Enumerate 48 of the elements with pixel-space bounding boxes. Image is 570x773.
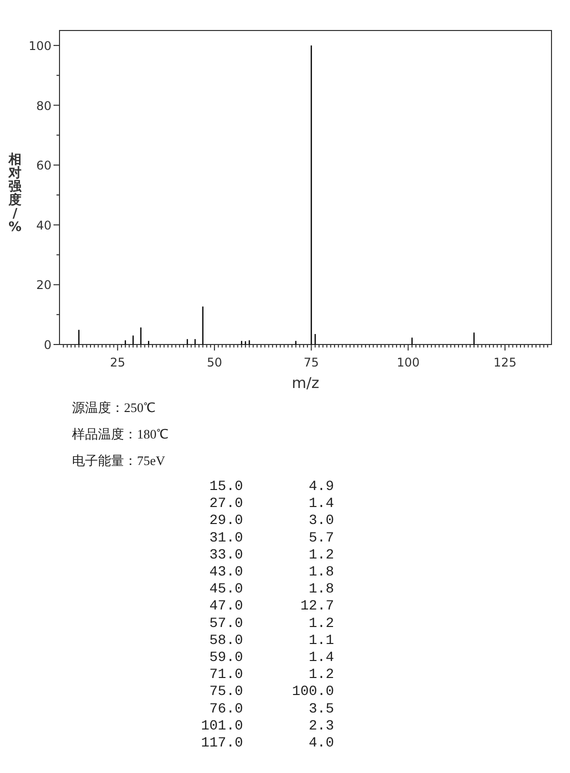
table-intensity: 1.4: [308, 650, 334, 666]
y-tick-label: 80: [36, 98, 52, 113]
table-intensity: 1.8: [308, 582, 334, 598]
annotation: 电子能量：75eV: [72, 453, 166, 468]
table-intensity: 4.0: [308, 736, 334, 752]
table-mz: 33.0: [209, 547, 243, 564]
x-tick-label: 125: [494, 356, 516, 370]
table-mz: 101.0: [200, 718, 243, 734]
table-intensity: 2.3: [308, 718, 334, 734]
table-mz: 57.0: [209, 616, 243, 632]
table-mz: 29.0: [209, 513, 243, 530]
table-mz: 117.0: [200, 736, 243, 752]
table-intensity: 3.5: [308, 701, 334, 718]
table-mz: 47.0: [209, 598, 243, 615]
table-mz: 27.0: [209, 496, 243, 512]
x-tick-label: 25: [110, 356, 126, 370]
table-intensity: 100.0: [292, 684, 334, 700]
table-intensity: 4.9: [308, 479, 334, 495]
xlabel: m/z: [292, 374, 320, 392]
table-mz: 15.0: [209, 479, 243, 495]
table-intensity: 3.0: [308, 513, 334, 530]
y-tick-label: 40: [36, 218, 52, 232]
table-mz: 75.0: [209, 684, 243, 700]
y-tick-label: 0: [44, 338, 52, 352]
table-intensity: 1.2: [308, 547, 334, 564]
table-mz: 71.0: [209, 667, 243, 684]
y-tick-label: 60: [36, 158, 52, 173]
table-mz: 31.0: [209, 530, 243, 546]
table-mz: 59.0: [209, 650, 243, 666]
table-intensity: 12.7: [300, 598, 334, 615]
y-tick-label: 20: [36, 278, 52, 292]
table-intensity: 1.8: [308, 564, 334, 580]
table-intensity: 1.2: [308, 616, 334, 632]
table-mz: 76.0: [209, 701, 243, 718]
table-intensity: 1.4: [308, 496, 334, 512]
y-tick-label: 100: [28, 38, 52, 53]
table-mz: 43.0: [209, 564, 243, 580]
table-intensity: 5.7: [308, 530, 334, 546]
ylabel: 相对强度/%: [8, 152, 22, 235]
x-tick-label: 100: [396, 356, 420, 370]
x-tick-label: 75: [304, 356, 319, 370]
table-intensity: 1.2: [308, 667, 334, 684]
table-mz: 45.0: [209, 582, 243, 598]
table-mz: 58.0: [209, 632, 243, 649]
x-tick-label: 50: [206, 356, 222, 370]
annotation: 源温度：250℃: [72, 400, 156, 415]
table-intensity: 1.1: [308, 632, 334, 649]
annotation: 样品温度：180℃: [72, 426, 168, 442]
